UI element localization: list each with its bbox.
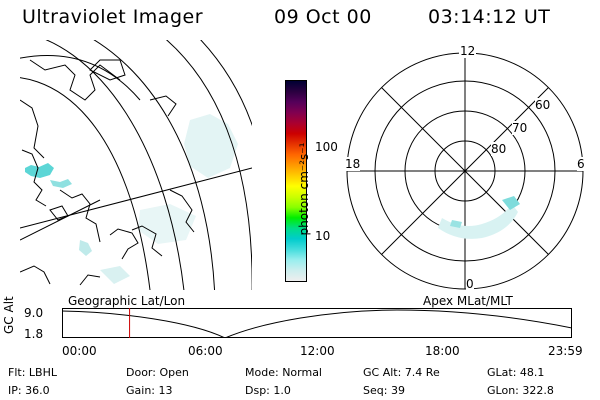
status-gain: Gain: 13 xyxy=(126,384,173,397)
date-label: 09 Oct 00 xyxy=(274,6,372,28)
x-tick-2359: 23:59 xyxy=(548,344,583,358)
status-seq: Seq: 39 xyxy=(363,384,405,397)
instrument-title: Ultraviolet Imager xyxy=(22,6,204,28)
colorbar-unit-label: photon cm⁻²s⁻¹ xyxy=(297,142,311,236)
status-ip: IP: 36.0 xyxy=(8,384,50,397)
colorbar-tick-100: 100 xyxy=(315,140,338,154)
x-tick-1200: 12:00 xyxy=(300,344,335,358)
x-tick-0000: 00:00 xyxy=(62,344,97,358)
apex-caption: Apex MLat/MLT xyxy=(423,294,513,308)
mlat-label-60: 60 xyxy=(535,98,551,112)
timeline-y-axis-label: GC Alt xyxy=(2,296,16,334)
status-glat: GLat: 48.1 xyxy=(487,366,545,379)
status-mode: Mode: Normal xyxy=(245,366,322,379)
status-flt: Flt: LBHL xyxy=(8,366,57,379)
color-scale-bar xyxy=(285,80,307,282)
mlt-label-bottom: 0 xyxy=(466,277,474,291)
mlt-label-top: 12 xyxy=(459,44,477,58)
mlt-label-left: 18 xyxy=(345,157,361,171)
status-glon: GLon: 322.8 xyxy=(487,384,554,397)
status-door: Door: Open xyxy=(126,366,189,379)
altitude-timeline xyxy=(62,308,572,338)
altitude-curve xyxy=(62,309,572,338)
mlt-label-right: 6 xyxy=(577,157,585,171)
mlat-label-80: 80 xyxy=(491,142,507,156)
colorbar-tick-10: 10 xyxy=(315,229,331,243)
mlat-label-70: 70 xyxy=(512,121,528,135)
time-label: 03:14:12 UT xyxy=(428,6,551,28)
geo-caption: Geographic Lat/Lon xyxy=(68,294,186,308)
x-tick-0600: 06:00 xyxy=(188,344,223,358)
polar-mlat-mlt-plot xyxy=(346,52,584,290)
aurora-emission-map xyxy=(25,114,238,284)
status-gc-alt: GC Alt: 7.4 Re xyxy=(363,366,440,379)
geographic-map xyxy=(20,40,252,290)
timeline-y-tick-high: 9.0 xyxy=(24,306,44,320)
timeline-y-tick-low: 1.8 xyxy=(24,327,44,341)
x-tick-1800: 18:00 xyxy=(425,344,460,358)
status-dsp: Dsp: 1.0 xyxy=(245,384,291,397)
aurora-oval-polar xyxy=(438,196,520,239)
